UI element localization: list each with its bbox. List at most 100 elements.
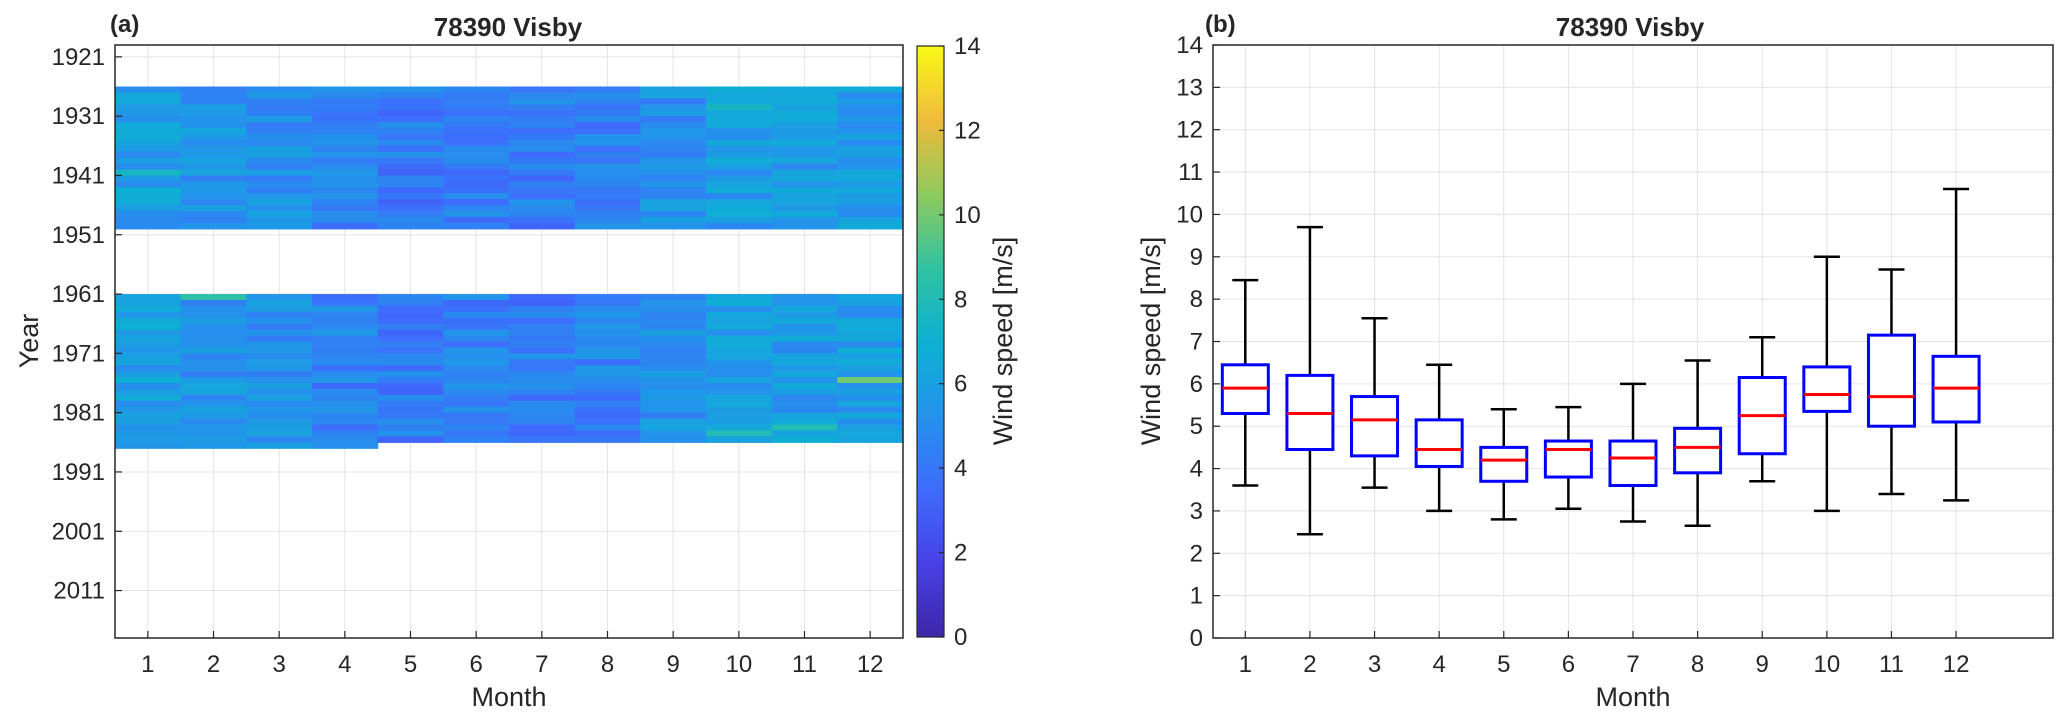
heatmap-cell (443, 163, 510, 171)
heatmap-y-axis-label: Year (14, 314, 44, 369)
heatmap-cell (706, 110, 773, 117)
heatmap-cell (312, 187, 379, 194)
heatmap-cell (443, 175, 510, 182)
heatmap-cell (574, 436, 641, 443)
heatmap-cell (640, 335, 707, 343)
heatmap-cell (312, 400, 379, 408)
heatmap-cell (706, 412, 773, 420)
heatmap-cell (115, 424, 182, 432)
heatmap-cell (377, 157, 444, 165)
heatmap-cell (771, 335, 838, 343)
heatmap-cell (115, 175, 182, 182)
heatmap-cell (180, 133, 247, 141)
heatmap-cell (771, 110, 838, 117)
heatmap-cell (443, 347, 510, 354)
heatmap-cell (837, 175, 904, 182)
heatmap-cell (312, 294, 379, 301)
heatmap-cell (377, 311, 444, 319)
boxplot-y-tick-label: 7 (1190, 329, 1203, 356)
heatmap-x-tick-label: 2 (207, 651, 220, 678)
heatmap-cell (443, 341, 510, 349)
heatmap-cell (115, 365, 182, 372)
heatmap-y-tick-label: 1921 (52, 44, 105, 71)
heatmap-cell (115, 359, 182, 366)
heatmap-cell (706, 211, 773, 218)
heatmap-cell (312, 424, 379, 432)
heatmap-cell (312, 163, 379, 171)
heatmap-cell (509, 347, 576, 354)
heatmap-cell (443, 139, 510, 147)
heatmap-cell (115, 323, 182, 331)
heatmap-cell (771, 104, 838, 111)
heatmap-cell (574, 122, 641, 129)
heatmap-cell (180, 299, 247, 307)
heatmap-cell (180, 163, 247, 171)
heatmap-cell (837, 181, 904, 188)
heatmap-y-tick-label: 1971 (52, 340, 105, 367)
heatmap-cell (312, 92, 379, 99)
heatmap-cell (706, 169, 773, 177)
heatmap-cell (246, 335, 313, 343)
heatmap-cell (640, 436, 707, 443)
heatmap-cell (706, 116, 773, 123)
heatmap-cell (115, 222, 182, 230)
heatmap-cell (377, 406, 444, 414)
heatmap-cell (377, 145, 444, 153)
heatmap-cell (180, 359, 247, 366)
heatmap-cell (246, 329, 313, 337)
heatmap-cell (640, 347, 707, 354)
heatmap-cell (180, 305, 247, 313)
heatmap-cell (246, 175, 313, 182)
heatmap-cell (771, 151, 838, 159)
heatmap-cell (312, 383, 379, 390)
colorbar-tick-label: 8 (954, 286, 967, 313)
heatmap-cell (640, 199, 707, 206)
heatmap-cell (246, 92, 313, 99)
heatmap-cell (443, 116, 510, 123)
boxplot-x-tick-label: 3 (1368, 651, 1381, 678)
heatmap-cell (115, 86, 182, 94)
heatmap-cell (837, 139, 904, 147)
heatmap-cell (509, 222, 576, 230)
heatmap-cell (640, 394, 707, 402)
colorbar-tick-label: 10 (954, 202, 981, 229)
heatmap-cell (837, 341, 904, 349)
heatmap-cell (115, 205, 182, 212)
heatmap-cell (115, 329, 182, 337)
heatmap-cell (246, 394, 313, 402)
heatmap-cell (706, 311, 773, 319)
heatmap-cell (771, 317, 838, 325)
heatmap-cell (574, 341, 641, 349)
heatmap-cell (312, 222, 379, 230)
heatmap-cell (246, 116, 313, 123)
heatmap-cell (837, 128, 904, 135)
heatmap-cell (443, 323, 510, 331)
heatmap-cell (574, 92, 641, 99)
heatmap-cell (837, 133, 904, 141)
heatmap-cell (180, 353, 247, 360)
heatmap-cell (837, 394, 904, 402)
heatmap-cell (312, 110, 379, 117)
boxplot-x-tick-label: 7 (1626, 651, 1639, 678)
heatmap-cell (312, 139, 379, 147)
heatmap-cell (574, 424, 641, 432)
heatmap-cell (574, 211, 641, 218)
heatmap-cell (443, 199, 510, 206)
heatmap-x-tick-label: 7 (535, 651, 548, 678)
heatmap-cell (574, 371, 641, 378)
heatmap-cell (246, 128, 313, 135)
heatmap-cell (377, 151, 444, 159)
heatmap-cell (443, 430, 510, 437)
heatmap-cell (706, 193, 773, 200)
heatmap-cell (312, 406, 379, 414)
heatmap-cell (443, 365, 510, 372)
iqr-box (1414, 418, 1464, 468)
heatmap-cell (640, 133, 707, 141)
heatmap-cell (706, 377, 773, 384)
heatmap-cell (246, 323, 313, 331)
heatmap-cell (115, 442, 182, 449)
heatmap-cell (180, 199, 247, 206)
heatmap-cell (640, 104, 707, 111)
heatmap-cell (377, 104, 444, 111)
heatmap-cell (180, 406, 247, 414)
